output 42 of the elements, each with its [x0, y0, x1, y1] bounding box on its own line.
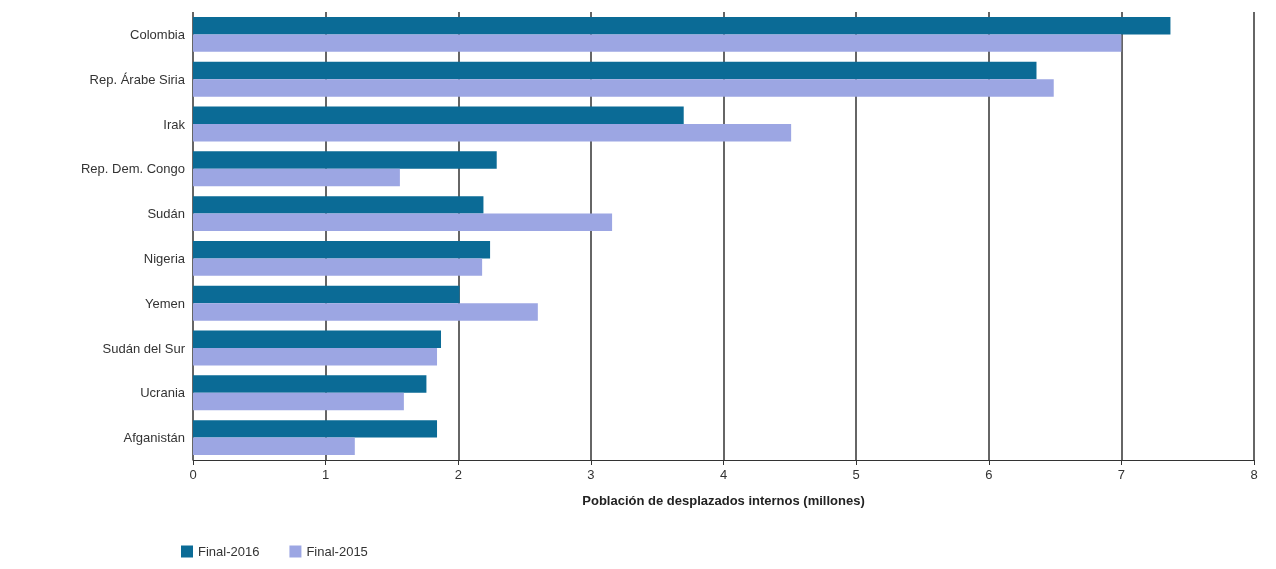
- bar: [193, 151, 497, 169]
- bar: [193, 285, 460, 304]
- y-tick-label: Yemen: [145, 295, 185, 311]
- bar: [193, 240, 491, 259]
- y-tick-label: Ucrania: [140, 385, 186, 401]
- y-tick-label: Irak: [163, 116, 186, 132]
- x-tick-label: 1: [322, 467, 330, 482]
- bar: [193, 196, 484, 214]
- y-tick-label: Colombia: [130, 26, 186, 42]
- x-tick-label: 4: [719, 467, 728, 482]
- bar: [193, 258, 483, 276]
- bar: [193, 106, 684, 124]
- y-tick-label: Afganistán: [123, 430, 185, 446]
- bar: [193, 330, 442, 348]
- bar: [193, 420, 438, 438]
- bar: [193, 124, 792, 142]
- bar: [193, 375, 427, 393]
- bar: [193, 16, 1171, 35]
- bar: [193, 61, 1037, 80]
- bar: [193, 437, 355, 456]
- y-tick-label: Sudán: [147, 206, 185, 222]
- y-tick-label: Rep. Árabe Siria: [89, 71, 186, 87]
- y-tick-label: Nigeria: [143, 250, 186, 266]
- bar: [193, 34, 1122, 52]
- x-tick-label: 5: [852, 467, 860, 482]
- x-tick-label: 8: [1250, 467, 1258, 482]
- bar: [193, 392, 404, 411]
- x-tick-label: 3: [587, 467, 595, 482]
- legend-label: Final-2016: [198, 544, 260, 559]
- bar: [193, 168, 400, 187]
- x-tick-label: 7: [1117, 467, 1125, 482]
- y-tick-label: Sudán del Sur: [102, 340, 186, 356]
- bar: [193, 303, 538, 321]
- bar: [193, 213, 613, 232]
- x-tick-label: 2: [454, 467, 462, 482]
- y-tick-label: Rep. Dem. Congo: [80, 161, 185, 177]
- legend-label: Final-2015: [306, 544, 368, 559]
- bar: [193, 79, 1054, 97]
- bar: [193, 348, 438, 366]
- x-tick-label: 0: [189, 467, 197, 482]
- x-tick-label: 6: [985, 467, 993, 482]
- x-axis-title: Población de desplazados internos (millones): [582, 493, 865, 508]
